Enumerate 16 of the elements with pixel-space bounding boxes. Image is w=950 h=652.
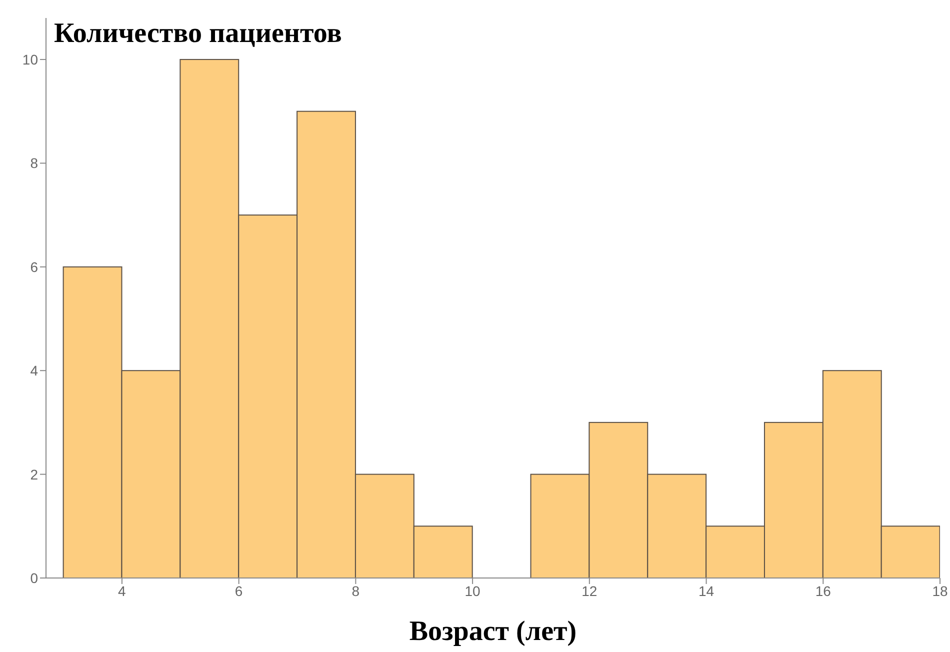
x-tick-label: 4 xyxy=(118,582,126,599)
y-tick-label: 4 xyxy=(30,362,38,379)
x-tick-label: 18 xyxy=(932,582,948,599)
y-tick-label: 2 xyxy=(30,466,38,482)
x-tick-label: 6 xyxy=(234,582,243,599)
x-tick-label: 14 xyxy=(698,582,714,599)
y-tick-label: 10 xyxy=(22,51,38,68)
x-tick-label: 12 xyxy=(582,582,598,599)
y-tick-label: 0 xyxy=(30,570,38,586)
y-tick-label: 6 xyxy=(30,258,38,275)
x-tick-label: 16 xyxy=(815,582,832,599)
chart-title: Количество пациентов xyxy=(54,18,342,50)
y-tick-label: 8 xyxy=(30,155,38,172)
x-tick-label: 8 xyxy=(352,582,360,599)
x-axis-title: Возраст (лет) xyxy=(409,616,577,647)
x-tick-label: 10 xyxy=(464,582,481,599)
